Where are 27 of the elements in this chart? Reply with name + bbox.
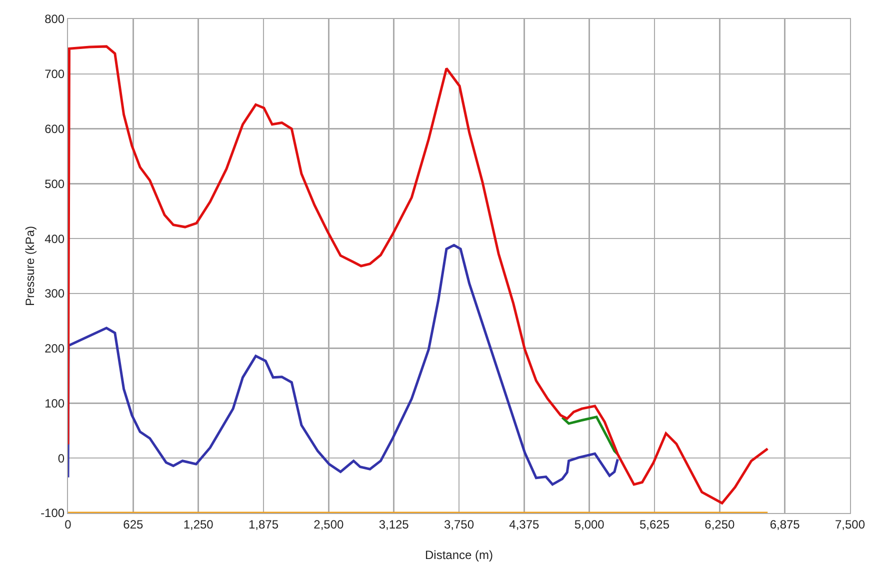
x-tick-label: 3,750 [444,517,474,532]
y-axis-title: Pressure (kPa) [23,226,37,306]
line-series [560,416,619,456]
x-tick-label: 5,625 [639,517,670,532]
x-tick-label: 7,500 [834,517,866,532]
x-tick-label: 1,250 [183,517,214,532]
line-series [68,244,619,486]
x-tick-label: 2,500 [314,517,344,532]
y-tick-label: 400 [44,232,65,246]
x-tick-label: 6,875 [770,517,800,532]
x-axis-title: Distance (m) [424,548,494,562]
x-tick-label: 3,125 [378,517,410,532]
x-tick-label: 1,875 [248,517,279,532]
y-tick-label: 800 [44,12,65,26]
y-tick-label: 500 [44,176,65,191]
y-tick-label: 100 [44,396,65,410]
y-tick-label: 0 [58,451,65,466]
x-tick-label: 4,375 [509,517,540,532]
y-tick-label: 200 [44,342,65,356]
x-tick-label: 5,000 [574,517,605,532]
x-tick-label: 625 [123,517,144,532]
y-tick-label: 700 [44,67,65,82]
y-tick-label: 600 [44,122,65,136]
y-tick-label: 300 [44,286,65,301]
y-tick-label: -100 [40,506,65,520]
line-series [68,45,769,504]
x-tick-label: 6,250 [704,517,736,532]
